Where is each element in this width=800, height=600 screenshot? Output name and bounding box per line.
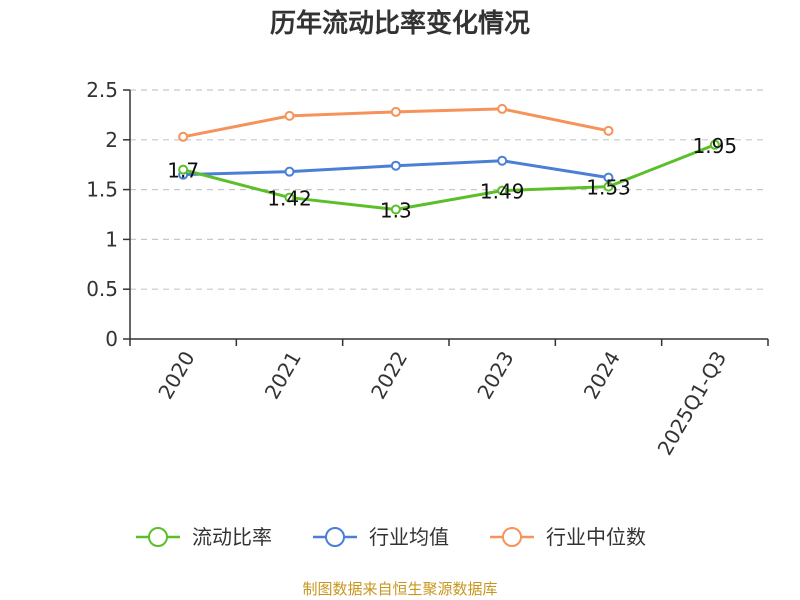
- x-tick-label: 2021: [260, 347, 306, 403]
- y-tick-label: 2.5: [86, 78, 118, 102]
- data-label: 1.3: [380, 199, 412, 223]
- series-point-0: [603, 181, 614, 192]
- legend-swatch-marker: [502, 527, 522, 547]
- x-tick-label: 2025Q1-Q3: [653, 347, 732, 459]
- legend-swatch-marker: [325, 527, 345, 547]
- legend-item-1: 行业均值: [313, 525, 449, 549]
- series-point-2: [284, 110, 295, 121]
- series-point-0: [709, 139, 720, 150]
- x-tick-label: 2024: [579, 347, 625, 403]
- source-note: 制图数据来自恒生聚源数据库: [302, 580, 497, 598]
- series-point-1: [284, 166, 295, 177]
- series-group: [178, 103, 720, 215]
- legend-swatch-marker: [148, 527, 168, 547]
- y-tick-label: 1.5: [86, 178, 118, 202]
- chart-title: 历年流动比率变化情况: [270, 8, 530, 39]
- series-point-0: [390, 204, 401, 215]
- x-tick-label: 2022: [366, 347, 412, 403]
- legend-label: 行业中位数: [546, 525, 646, 549]
- series-point-2: [603, 125, 614, 136]
- grid: [130, 89, 768, 290]
- x-tick-label: 2020: [153, 347, 199, 403]
- y-tick-label: 2: [105, 128, 118, 152]
- legend-label: 流动比率: [192, 525, 272, 549]
- series-point-2: [497, 103, 508, 114]
- y-tick-label: 1: [105, 227, 118, 251]
- legend-label: 行业均值: [369, 525, 449, 549]
- data-label: 1.53: [586, 176, 631, 200]
- data-label: 1.49: [480, 180, 525, 204]
- series-point-1: [497, 155, 508, 166]
- y-tick-label: 0.5: [86, 277, 118, 301]
- x-tick-label: 2023: [472, 347, 518, 403]
- y-tick-label: 0: [105, 327, 118, 351]
- legend-item-2: 行业中位数: [490, 525, 646, 549]
- series-line-0: [182, 143, 716, 212]
- legend-item-0: 流动比率: [136, 525, 272, 549]
- series-point-0: [284, 192, 295, 203]
- data-label: 1.7: [167, 159, 199, 183]
- series-point-2: [390, 106, 401, 117]
- series-point-1: [390, 160, 401, 171]
- data-label: 1.95: [693, 134, 738, 158]
- series-point-2: [178, 131, 189, 142]
- data-labels: 1.7 1.42 1.3 1.49 1.53 1.95: [167, 134, 737, 223]
- data-label: 1.42: [267, 187, 312, 211]
- series-point-0: [497, 185, 508, 196]
- series-point-0: [178, 164, 189, 175]
- legend: 流动比率 行业均值 行业中位数: [136, 525, 646, 549]
